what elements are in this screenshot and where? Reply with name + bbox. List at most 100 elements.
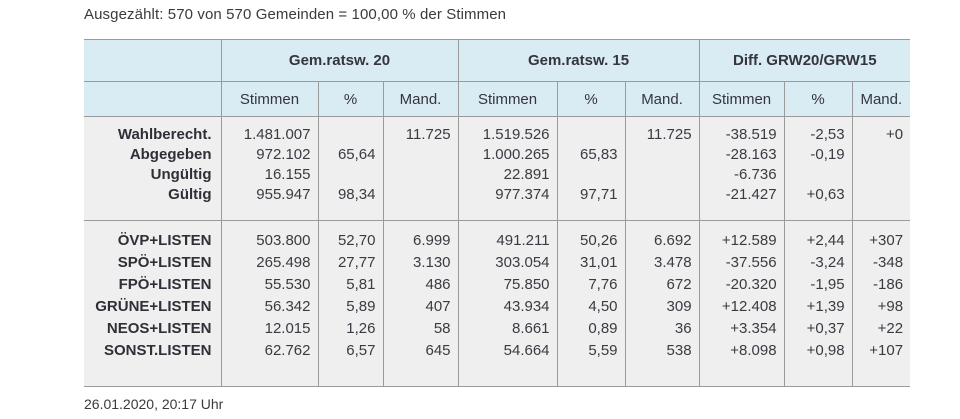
cell-grw15-percent: 5,59 [556,339,626,362]
cell-grw15-percent: 7,76 [556,273,626,296]
cell-diff-percent: -1,95 [783,273,853,296]
cell-grw20-stimmen: 1.481.007 [220,124,318,145]
table-row-gruene: GRÜNE+LISTEN 56.342 5,89 407 43.934 4,50… [84,295,911,318]
cell-grw20-stimmen: 503.800 [220,229,318,252]
table-row-neos: NEOS+LISTEN 12.015 1,26 58 8.661 0,89 36… [84,317,911,340]
table-row-oevp: ÖVP+LISTEN 503.800 52,70 6.999 491.211 5… [84,229,911,252]
table-row-sonstige: SONST.LISTEN 62.762 6,57 645 54.664 5,59… [84,339,911,362]
table-row-ungueltig: Ungültig 16.155 22.891 -6.736 [84,164,911,185]
cell-grw20-stimmen: 56.342 [220,295,318,318]
cell-diff-percent: +0,98 [783,339,853,362]
group-header-row: Gem.ratsw. 20 Gem.ratsw. 15 Diff. GRW20/… [84,39,911,82]
cell-grw15-stimmen: 8.661 [457,317,558,340]
cell-grw15-stimmen: 75.850 [457,273,558,296]
cell-grw20-mandate: 407 [382,295,459,318]
cell-grw15-mandate: 3.478 [624,251,700,274]
cell-grw20-percent: 5,81 [317,273,383,296]
cell-grw15-percent: 31,01 [556,251,626,274]
cell-diff-mandate: +307 [851,229,911,252]
cell-grw20-mandate: 11.725 [382,124,459,145]
cell-diff-percent [783,164,853,185]
cell-grw15-percent: 0,89 [556,317,626,340]
cell-grw15-stimmen: 22.891 [457,164,558,185]
cell-grw15-mandate: 309 [624,295,700,318]
cell-grw15-stimmen: 1.000.265 [457,144,558,165]
cell-diff-mandate: +98 [851,295,911,318]
cell-grw15-stimmen: 977.374 [457,184,558,205]
cell-grw20-mandate: 6.999 [382,229,459,252]
row-label-wahlberechtigt: Wahlberecht. [84,124,221,145]
cell-grw20-stimmen: 62.762 [220,339,318,362]
cell-diff-stimmen: +12.408 [698,295,785,318]
cell-grw15-percent: 50,26 [556,229,626,252]
corner-cell [84,39,221,82]
cell-grw15-mandate: 36 [624,317,700,340]
cell-grw20-mandate [382,144,459,165]
election-results-table: Gem.ratsw. 20 Gem.ratsw. 15 Diff. GRW20/… [84,39,911,387]
row-label-fpoe: FPÖ+LISTEN [84,273,221,296]
cell-grw20-percent [317,124,383,145]
row-label-gueltig: Gültig [84,184,221,205]
subheader-diff-percent: % [783,81,853,117]
table-row-wahlberechtigt: Wahlberecht. 1.481.007 11.725 1.519.526 … [84,124,911,145]
cell-grw20-percent: 98,34 [317,184,383,205]
cell-diff-stimmen: -20.320 [698,273,785,296]
cell-grw15-stimmen: 1.519.526 [457,124,558,145]
cell-grw20-mandate: 58 [382,317,459,340]
cell-grw20-mandate [382,164,459,185]
cell-grw15-stimmen: 303.054 [457,251,558,274]
cell-grw15-percent: 65,83 [556,144,626,165]
cell-diff-stimmen: +3.354 [698,317,785,340]
cell-grw20-stimmen: 55.530 [220,273,318,296]
table-row-abgegeben: Abgegeben 972.102 65,64 1.000.265 65,83 … [84,144,911,165]
cell-diff-percent: -2,53 [783,124,853,145]
cell-grw15-mandate: 672 [624,273,700,296]
column-header-row: Stimmen % Mand. Stimmen % Mand. Stimmen … [84,81,911,117]
cell-grw15-mandate [624,184,700,205]
group-header-grw15: Gem.ratsw. 15 [457,39,700,82]
table-bottom-spacer-row [84,361,911,387]
row-label-sonstige: SONST.LISTEN [84,339,221,362]
cell-diff-mandate [851,184,911,205]
cell-grw20-stimmen: 955.947 [220,184,318,205]
cell-diff-stimmen: +12.589 [698,229,785,252]
cell-grw20-mandate [382,184,459,205]
group-header-diff: Diff. GRW20/GRW15 [698,39,911,82]
cell-grw15-mandate: 11.725 [624,124,700,145]
cell-diff-percent: +2,44 [783,229,853,252]
row-label-ungueltig: Ungültig [84,164,221,185]
cell-grw15-percent [556,164,626,185]
cell-grw20-percent: 1,26 [317,317,383,340]
cell-grw15-percent [556,124,626,145]
subheader-grw15-stimmen: Stimmen [457,81,558,117]
subheader-grw15-mandate: Mand. [624,81,700,117]
table-row-fpoe: FPÖ+LISTEN 55.530 5,81 486 75.850 7,76 6… [84,273,911,296]
cell-grw15-mandate: 6.692 [624,229,700,252]
row-label-gruene: GRÜNE+LISTEN [84,295,221,318]
cell-grw20-percent [317,164,383,185]
cell-grw15-stimmen: 491.211 [457,229,558,252]
row-label-abgegeben: Abgegeben [84,144,221,165]
cell-diff-stimmen: -28.163 [698,144,785,165]
cell-diff-stimmen: -37.556 [698,251,785,274]
cell-diff-percent: +0,63 [783,184,853,205]
cell-diff-mandate: -186 [851,273,911,296]
subheader-grw20-percent: % [317,81,383,117]
cell-grw20-stimmen: 12.015 [220,317,318,340]
subheader-grw20-mandate: Mand. [382,81,459,117]
cell-diff-stimmen: -38.519 [698,124,785,145]
cell-grw20-percent: 65,64 [317,144,383,165]
table-row-gueltig: Gültig 955.947 98,34 977.374 97,71 -21.4… [84,184,911,205]
table-row-spoe: SPÖ+LISTEN 265.498 27,77 3.130 303.054 3… [84,251,911,274]
cell-grw15-mandate [624,164,700,185]
counted-status-text: Ausgezählt: 570 von 570 Gemeinden = 100,… [84,6,507,23]
row-label-neos: NEOS+LISTEN [84,317,221,340]
row-label-spoe: SPÖ+LISTEN [84,251,221,274]
row-label-oevp: ÖVP+LISTEN [84,229,221,252]
cell-diff-mandate: +22 [851,317,911,340]
cell-diff-percent: +0,37 [783,317,853,340]
cell-grw20-stimmen: 265.498 [220,251,318,274]
subheader-grw20-stimmen: Stimmen [220,81,318,117]
cell-grw20-stimmen: 16.155 [220,164,318,185]
